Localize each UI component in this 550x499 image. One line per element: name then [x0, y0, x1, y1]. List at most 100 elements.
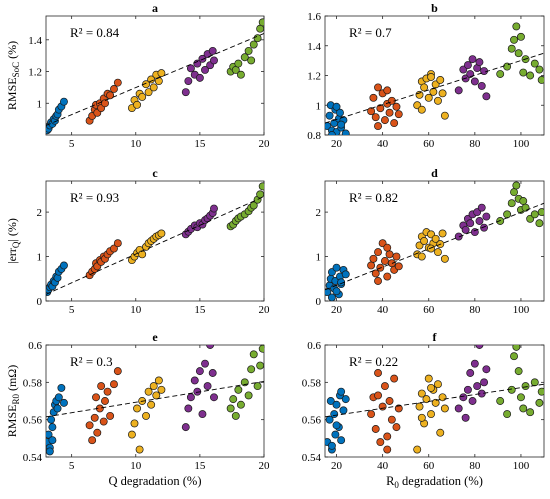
data-point [330, 410, 339, 419]
y-label-sub: Q [11, 241, 21, 248]
data-point [226, 404, 235, 413]
x-tick-label: 5 [69, 304, 75, 316]
data-point [535, 219, 544, 228]
data-point [48, 436, 57, 445]
data-point [249, 201, 258, 210]
data-point [415, 90, 424, 99]
data-point [157, 385, 166, 394]
axes-box [45, 180, 265, 302]
data-point [341, 395, 350, 404]
x-tick-label: 60 [423, 304, 435, 316]
y-tick-label: 1.2 [28, 67, 42, 79]
data-point [380, 116, 389, 125]
data-point [512, 345, 521, 351]
data-point [374, 369, 382, 377]
data-point [394, 404, 403, 413]
data-point [54, 393, 63, 402]
y-tick-label: 0.6 [28, 340, 42, 352]
data-point [468, 397, 477, 405]
x-label-rest: degradation (%) [399, 474, 483, 488]
data-point [510, 188, 518, 197]
data-point [424, 374, 433, 383]
y-tick-label: 1 [316, 252, 322, 264]
r2-annotation: R² = 0.93 [70, 190, 119, 205]
data-point [427, 244, 435, 253]
data-point [249, 40, 258, 49]
panel-d: 20 40 60 80 100 0 1 2 R² = 0.82 d [316, 166, 545, 316]
data-point [420, 237, 429, 245]
data-point [154, 376, 163, 385]
x-tick-label: 10 [130, 460, 142, 472]
plot-area [46, 18, 264, 135]
data-point [519, 197, 528, 205]
x-axis-label: Q degradation (%) [108, 474, 201, 488]
data-point [337, 278, 346, 287]
y-tick-label: 1.4 [307, 41, 321, 53]
data-point [92, 393, 100, 402]
data-point [461, 413, 470, 422]
data-point [85, 421, 94, 430]
y-tick-label: 0.8 [307, 130, 321, 142]
r2-annotation: R² = 0.7 [349, 25, 392, 40]
data-point [535, 65, 544, 74]
data-point [503, 210, 512, 219]
data-point [337, 387, 346, 396]
data-point [475, 58, 484, 67]
data-point [195, 73, 204, 82]
r2-annotation: R² = 0.3 [70, 354, 113, 369]
data-point [186, 64, 195, 73]
x-axis-label: R0 degradation (%) [386, 474, 483, 490]
y-label-main: |err [5, 248, 19, 264]
data-point [420, 83, 429, 92]
plot-area [325, 22, 544, 135]
data-point [470, 359, 479, 368]
data-point [530, 210, 539, 219]
data-point [332, 421, 341, 430]
data-point [512, 181, 521, 190]
data-point [380, 382, 389, 391]
data-point [327, 131, 336, 135]
data-point [461, 225, 470, 234]
data-point [383, 445, 392, 454]
data-point [380, 257, 389, 265]
x-label-main: R [386, 474, 395, 488]
data-point [332, 263, 341, 272]
data-point [130, 419, 139, 428]
r2-annotation: R² = 0.22 [349, 354, 398, 369]
x-tick-label: 15 [194, 138, 206, 150]
data-point [466, 369, 475, 377]
data-point [516, 393, 525, 402]
y-label-unit: (mΩ) [5, 365, 19, 394]
data-point [440, 254, 449, 263]
data-point [374, 122, 382, 131]
data-point [385, 250, 394, 259]
y-tick-label: 0 [37, 296, 43, 308]
data-point [60, 261, 68, 270]
data-point [463, 385, 472, 394]
data-point [454, 86, 463, 95]
data-point [431, 398, 440, 407]
data-point [258, 18, 264, 27]
x-tick-label: 10 [130, 138, 142, 150]
data-point [429, 87, 438, 96]
data-point [535, 398, 544, 407]
data-point [249, 350, 258, 359]
data-point [390, 374, 399, 383]
x-tick-label: 40 [377, 138, 389, 150]
data-point [417, 389, 426, 398]
data-point [510, 352, 518, 361]
data-point [369, 93, 378, 102]
data-point [190, 376, 199, 385]
x-label-sub: 0 [394, 480, 399, 490]
x-tick-label: 15 [194, 460, 206, 472]
data-point [144, 387, 153, 396]
data-point [138, 250, 147, 259]
data-point [387, 415, 396, 424]
data-point [97, 382, 106, 391]
data-point [422, 395, 431, 404]
data-point [258, 345, 264, 353]
y-label-sub: R0 [11, 394, 21, 405]
data-point [475, 217, 484, 225]
data-point [537, 387, 544, 396]
data-point [459, 393, 468, 402]
